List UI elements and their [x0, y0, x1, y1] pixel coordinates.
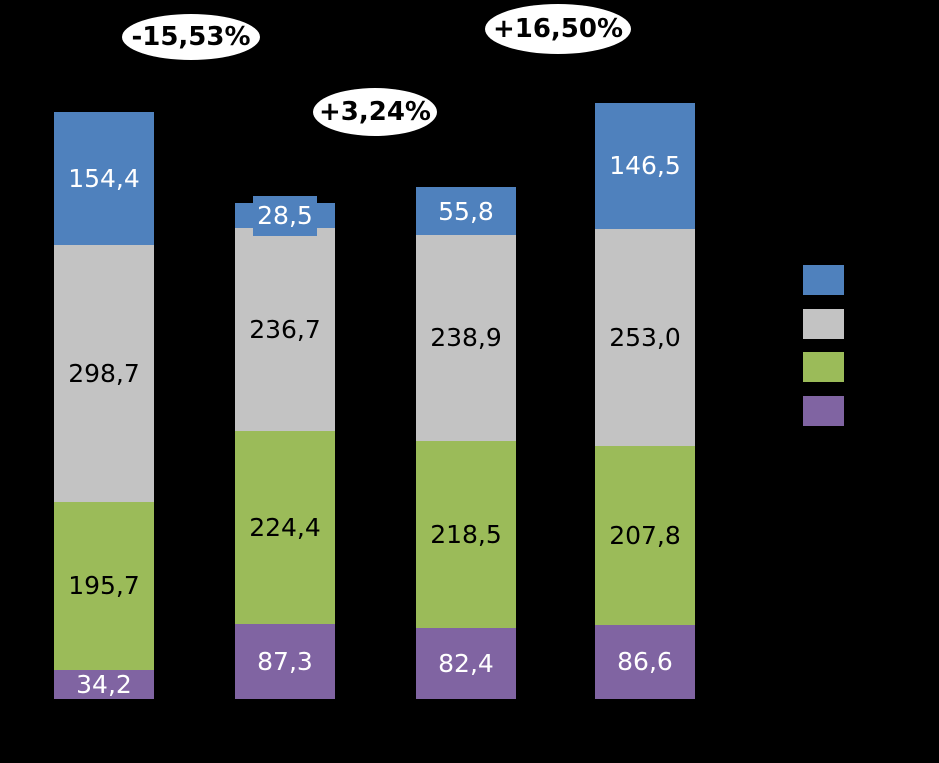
bar-4-blue-segment [595, 102, 695, 229]
annotation-oval-change-3: +16,50% [485, 4, 631, 54]
legend-swatch-green [803, 352, 844, 383]
annotation-oval-change-1: -15,53% [122, 14, 260, 60]
bar-1-purple-segment [54, 669, 154, 699]
bar-1-gray-segment [54, 244, 154, 502]
legend-swatch-purple [803, 396, 844, 427]
bar-2-gray-segment [235, 227, 335, 432]
bar-4-purple-segment [595, 624, 695, 699]
legend-swatch-gray [803, 308, 844, 339]
bar-1-green-segment [54, 501, 154, 670]
bar-2-blue-segment [235, 203, 335, 228]
bar-3-blue-segment [416, 187, 516, 236]
bar-2-green-segment [235, 431, 335, 624]
bar-2-purple-segment [235, 624, 335, 699]
annotation-text-change-1: -15,53% [131, 22, 251, 52]
legend-swatch-blue [803, 265, 844, 295]
bar-4-green-segment [595, 446, 695, 625]
annotation-oval-change-2: +3,24% [313, 88, 437, 136]
bar-1-blue-segment [54, 112, 154, 245]
annotation-text-change-2: +3,24% [319, 97, 431, 127]
bar-4-gray-segment [595, 228, 695, 447]
annotation-text-change-3: +16,50% [492, 14, 624, 44]
bar-3-green-segment [416, 440, 516, 629]
bar-3-purple-segment [416, 628, 516, 699]
bar-3-gray-segment [416, 235, 516, 441]
